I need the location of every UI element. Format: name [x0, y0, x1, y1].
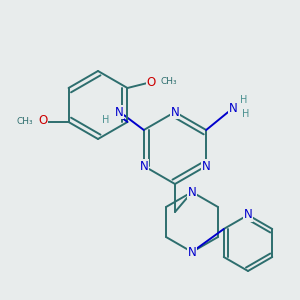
Text: CH₃: CH₃: [160, 77, 177, 86]
Text: O: O: [38, 115, 47, 128]
Text: N: N: [171, 106, 179, 118]
Text: N: N: [229, 101, 238, 115]
Text: CH₃: CH₃: [16, 116, 33, 125]
Text: N: N: [188, 245, 196, 259]
Text: N: N: [202, 160, 211, 172]
Text: H: H: [242, 109, 250, 119]
Text: N: N: [244, 208, 252, 221]
Text: N: N: [188, 185, 196, 199]
Text: N: N: [140, 160, 148, 172]
Text: O: O: [147, 76, 156, 88]
Text: N: N: [114, 106, 123, 118]
Text: H: H: [241, 95, 248, 105]
Text: H: H: [102, 115, 110, 125]
